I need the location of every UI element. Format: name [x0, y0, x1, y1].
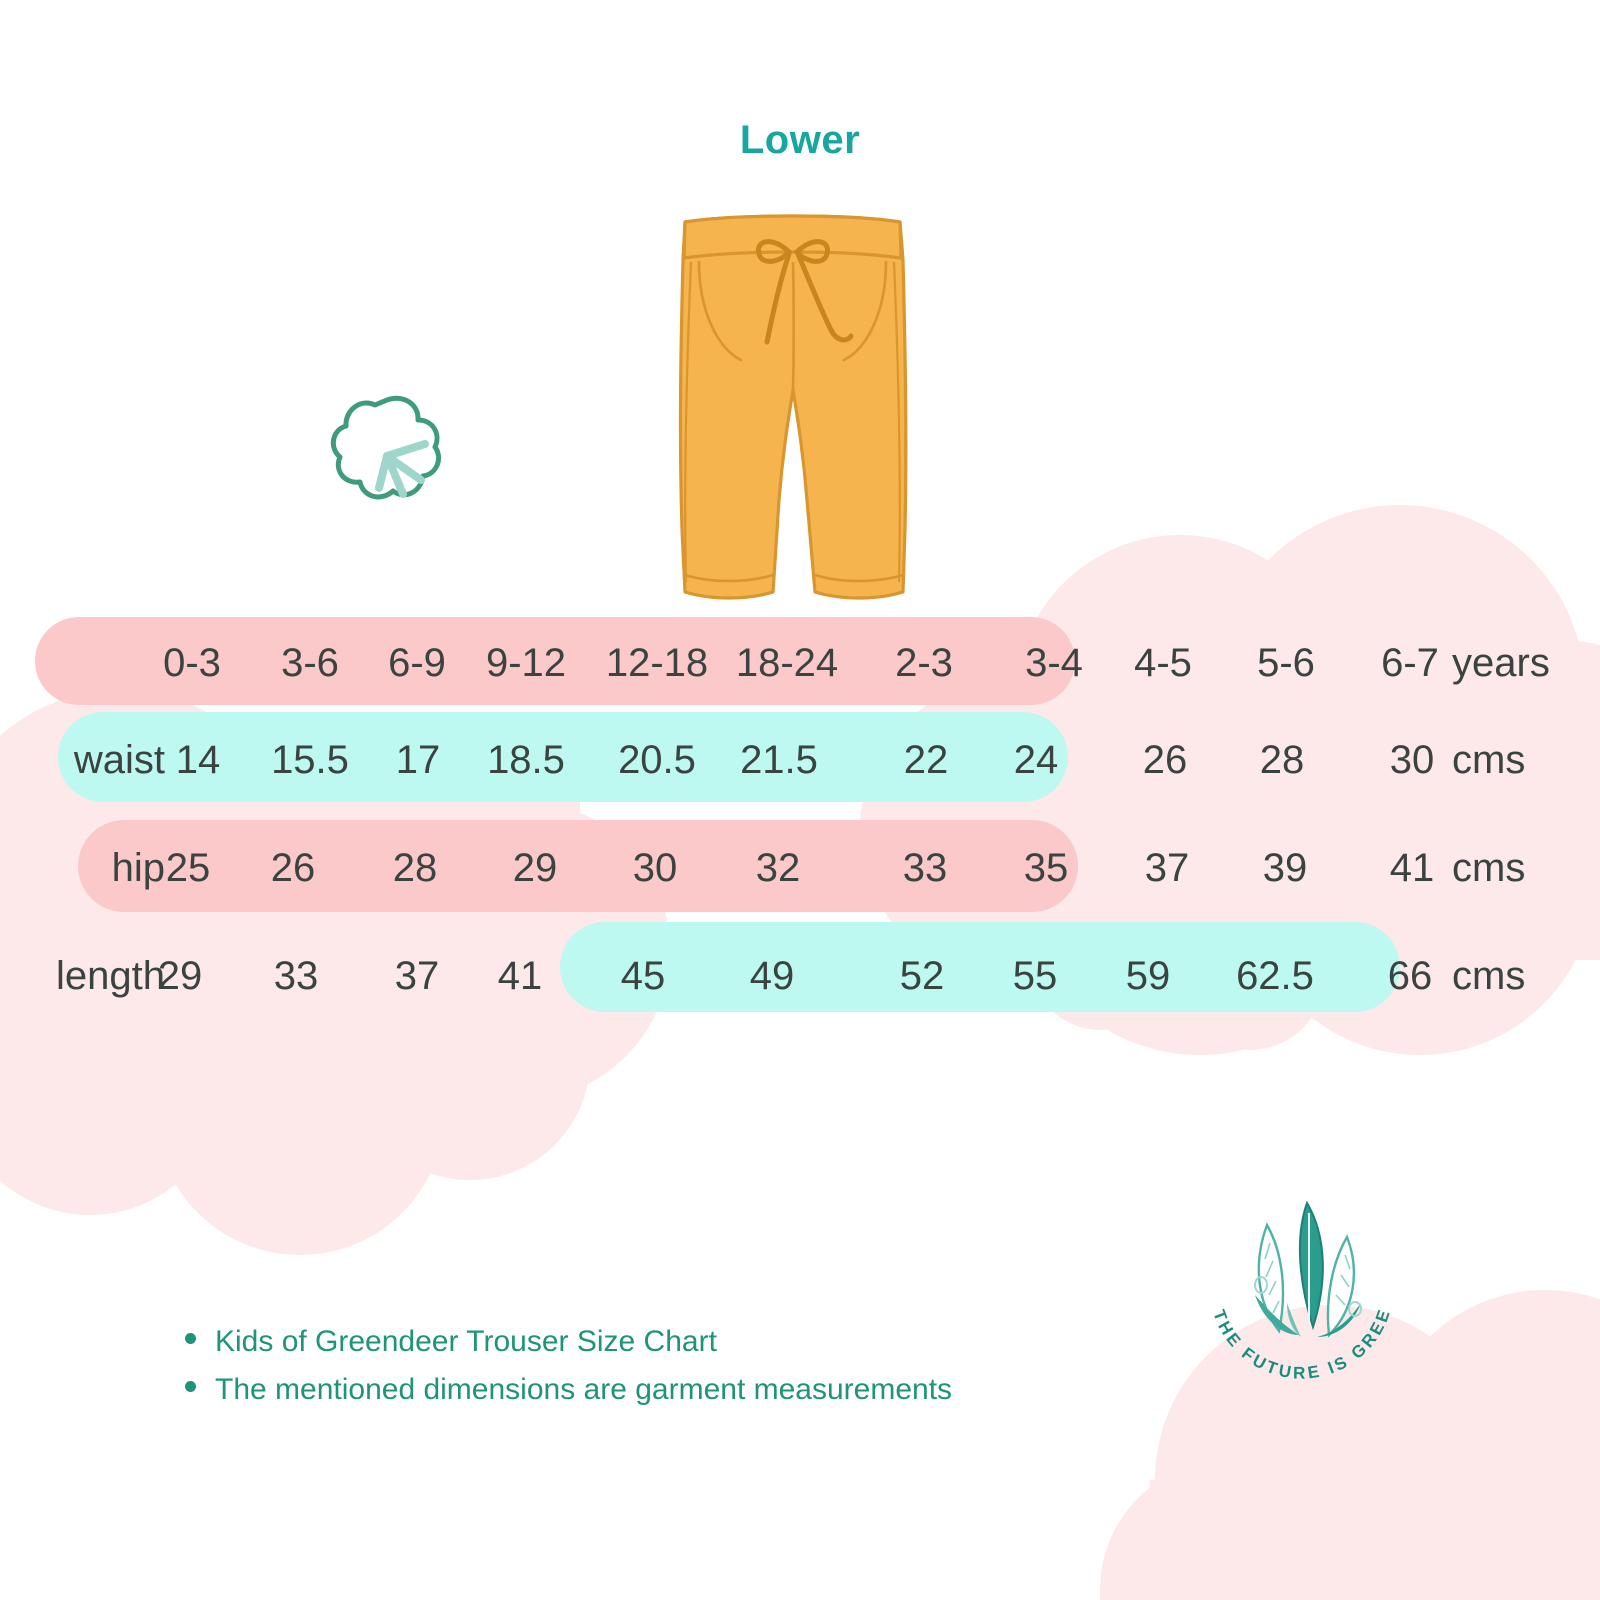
cell-length-0: 29 [157, 954, 203, 998]
bullet-icon [185, 1333, 196, 1344]
cell-waist-6: 22 [903, 738, 949, 782]
cell-age-0: 0-3 [163, 641, 221, 685]
cell-length-4: 45 [620, 954, 666, 998]
cell-length-5: 49 [749, 954, 795, 998]
notes-list: Kids of Greendeer Trouser Size Chart The… [185, 1318, 952, 1414]
cell-length-1: 33 [273, 954, 319, 998]
table-row: waist 14 15.5 17 18.5 20.5 21.5 22 24 26… [0, 706, 1600, 814]
cell-hip-6: 33 [902, 846, 948, 890]
cell-hip-4: 30 [632, 846, 678, 890]
cell-age-6: 2-3 [895, 641, 953, 685]
cell-length-7: 55 [1012, 954, 1058, 998]
cell-hip-7: 35 [1023, 846, 1069, 890]
cell-age-5: 18-24 [735, 641, 839, 685]
table-row: 0-3 3-6 6-9 9-12 12-18 18-24 2-3 3-4 4-5… [0, 620, 1600, 706]
cell-waist-1: 15.5 [271, 738, 349, 782]
trouser-illustration [678, 214, 908, 600]
cell-age-9: 5-6 [1257, 641, 1315, 685]
cell-hip-1: 26 [270, 846, 316, 890]
cotton-flower-icon [330, 395, 441, 500]
cell-waist-2: 17 [395, 738, 441, 782]
cell-length-9: 62.5 [1236, 954, 1314, 998]
cell-age-3: 9-12 [485, 641, 567, 685]
cell-waist-8: 26 [1142, 738, 1188, 782]
cell-hip-5: 32 [755, 846, 801, 890]
size-table: 0-3 3-6 6-9 9-12 12-18 18-24 2-3 3-4 4-5… [0, 620, 1600, 1030]
svg-text:THE FUTURE IS GREEN: THE FUTURE IS GREEN [1195, 1185, 1395, 1383]
table-row: length 29 33 37 41 45 49 52 55 59 62.5 6… [0, 922, 1600, 1030]
cell-hip-9: 39 [1262, 846, 1308, 890]
unit-length: cms [1452, 954, 1526, 998]
cell-age-7: 3-4 [1025, 641, 1083, 685]
cell-length-8: 59 [1125, 954, 1171, 998]
cell-age-1: 3-6 [281, 641, 339, 685]
cell-hip-3: 29 [512, 846, 558, 890]
cell-hip-2: 28 [392, 846, 438, 890]
cell-waist-4: 20.5 [618, 738, 696, 782]
cell-hip-8: 37 [1144, 846, 1190, 890]
cell-waist-9: 28 [1259, 738, 1305, 782]
cell-age-8: 4-5 [1134, 641, 1192, 685]
cell-waist-3: 18.5 [487, 738, 565, 782]
table-row: hip 25 26 28 29 30 32 33 35 37 39 41 cms [0, 814, 1600, 922]
future-is-green-logo: THE FUTURE IS GREEN [1195, 1185, 1395, 1383]
list-item: The mentioned dimensions are garment mea… [185, 1366, 952, 1414]
unit-ages: years [1452, 641, 1550, 685]
note-text: The mentioned dimensions are garment mea… [215, 1373, 953, 1406]
cell-waist-0: 14 [175, 738, 221, 782]
logo-arc-text: THE FUTURE IS GREEN [1195, 1185, 1391, 1383]
cell-length-2: 37 [394, 954, 440, 998]
bullet-icon [185, 1381, 196, 1392]
unit-waist: cms [1452, 738, 1526, 782]
cell-hip-0: 25 [165, 846, 211, 890]
cell-age-2: 6-9 [388, 641, 446, 685]
note-text: Kids of Greendeer Trouser Size Chart [215, 1325, 717, 1358]
list-item: Kids of Greendeer Trouser Size Chart [185, 1318, 952, 1366]
cell-length-6: 52 [899, 954, 945, 998]
cell-waist-7: 24 [1013, 738, 1059, 782]
unit-hip: cms [1452, 846, 1526, 890]
page-title: Lower [739, 118, 861, 162]
cell-length-3: 41 [497, 954, 543, 998]
cell-age-4: 12-18 [605, 641, 709, 685]
cell-waist-5: 21.5 [740, 738, 818, 782]
